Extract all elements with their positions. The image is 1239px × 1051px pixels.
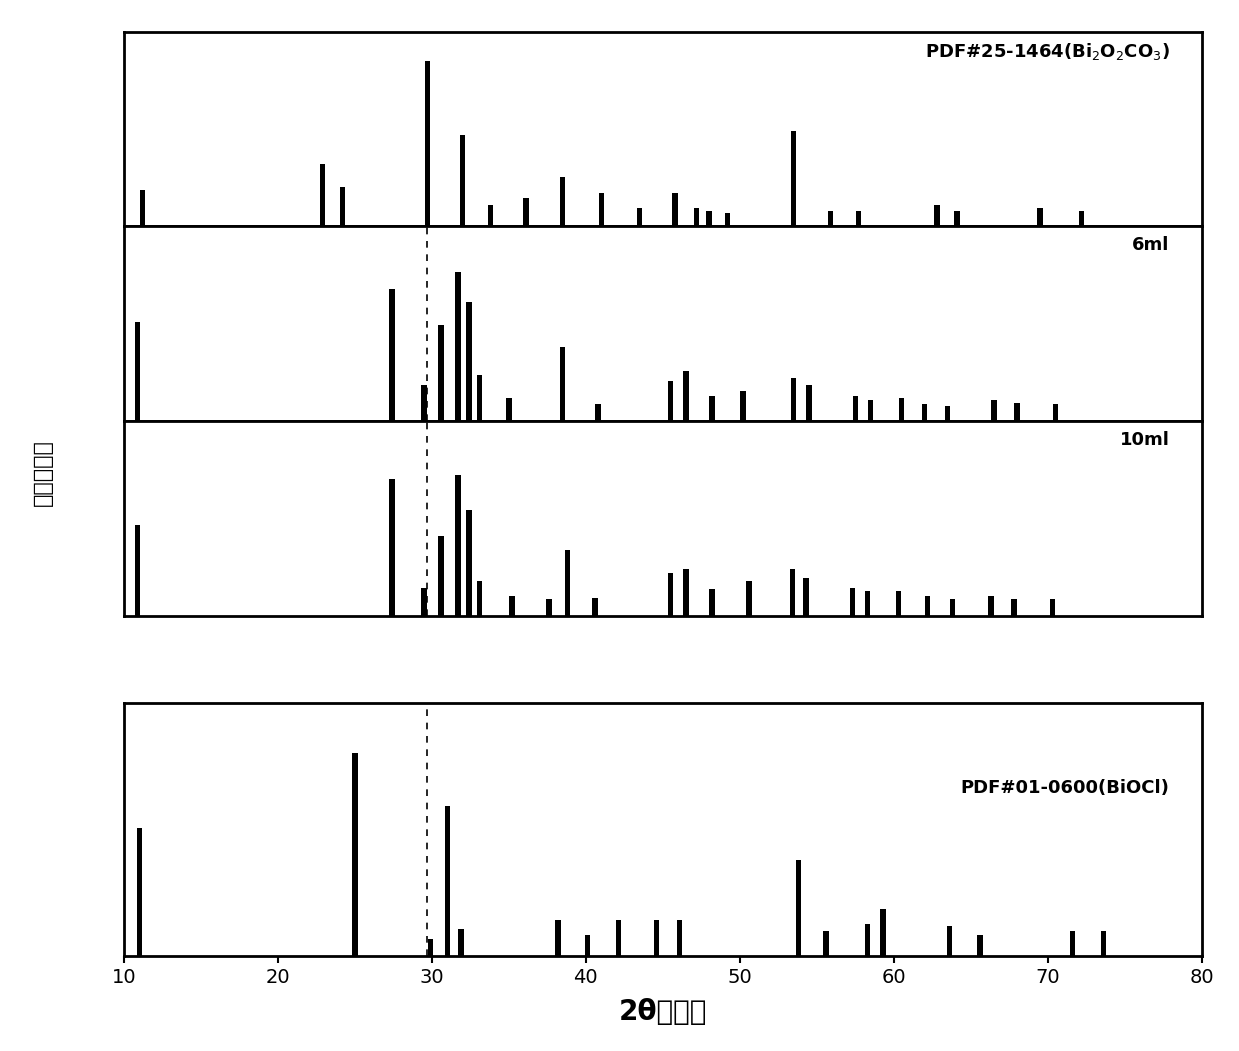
Bar: [1053, 405, 1058, 421]
Bar: [509, 596, 514, 616]
Bar: [389, 478, 394, 616]
Bar: [807, 385, 812, 421]
Bar: [352, 753, 358, 956]
Text: PDF#01-0600(BiOCl): PDF#01-0600(BiOCl): [960, 779, 1170, 798]
Bar: [694, 208, 700, 226]
Bar: [746, 581, 752, 616]
Bar: [668, 573, 673, 616]
Bar: [740, 391, 746, 421]
Bar: [852, 396, 859, 421]
Bar: [466, 510, 472, 616]
Bar: [460, 136, 466, 226]
Bar: [828, 211, 834, 226]
Bar: [881, 909, 886, 956]
Bar: [710, 396, 715, 421]
Bar: [1049, 599, 1056, 616]
Bar: [676, 920, 683, 956]
Bar: [560, 347, 565, 421]
Bar: [1011, 599, 1017, 616]
Bar: [477, 375, 482, 421]
Bar: [922, 405, 927, 421]
Bar: [477, 581, 482, 616]
Bar: [945, 406, 950, 421]
Bar: [565, 550, 570, 616]
Text: 10ml: 10ml: [1120, 431, 1170, 449]
Bar: [790, 378, 797, 421]
Bar: [523, 199, 529, 226]
Bar: [949, 599, 955, 616]
Bar: [1079, 211, 1084, 226]
Bar: [926, 596, 930, 616]
X-axis label: 2θ（度）: 2θ（度）: [618, 998, 707, 1027]
Bar: [546, 599, 551, 616]
Bar: [673, 193, 678, 226]
Bar: [789, 570, 795, 616]
Bar: [616, 920, 621, 956]
Bar: [592, 598, 597, 616]
Bar: [560, 177, 565, 226]
Bar: [140, 190, 145, 226]
Bar: [1100, 931, 1106, 956]
Bar: [456, 272, 461, 421]
Bar: [824, 931, 829, 956]
Bar: [135, 322, 140, 421]
Bar: [898, 398, 904, 421]
Text: PDF#25-1464(Bi$_2$O$_2$CO$_3$): PDF#25-1464(Bi$_2$O$_2$CO$_3$): [924, 41, 1170, 62]
Bar: [725, 213, 730, 226]
Bar: [596, 405, 601, 421]
Bar: [427, 940, 434, 956]
Bar: [488, 205, 493, 226]
Bar: [1015, 403, 1020, 421]
Bar: [339, 187, 346, 226]
Bar: [896, 591, 901, 616]
Bar: [1037, 208, 1043, 226]
Bar: [389, 289, 394, 421]
Bar: [710, 590, 715, 616]
Bar: [585, 935, 590, 956]
Bar: [856, 211, 861, 226]
Bar: [934, 205, 939, 226]
Bar: [869, 399, 873, 421]
Bar: [445, 806, 450, 956]
Bar: [1069, 931, 1075, 956]
Bar: [947, 926, 952, 956]
Bar: [865, 591, 870, 616]
Bar: [439, 536, 444, 616]
Bar: [598, 193, 603, 226]
Bar: [989, 596, 994, 616]
Bar: [668, 382, 673, 421]
Bar: [425, 61, 430, 226]
Bar: [421, 385, 427, 421]
Bar: [135, 524, 140, 616]
Bar: [439, 325, 444, 421]
Bar: [456, 475, 461, 616]
Bar: [991, 399, 996, 421]
Bar: [637, 208, 643, 226]
Bar: [865, 924, 870, 956]
Bar: [555, 920, 561, 956]
Bar: [466, 302, 472, 421]
Bar: [803, 578, 809, 616]
Bar: [136, 828, 142, 956]
Bar: [320, 164, 326, 226]
Bar: [458, 928, 463, 956]
Text: 衍射峰强度: 衍射峰强度: [33, 439, 53, 507]
Bar: [683, 371, 689, 421]
Bar: [421, 588, 427, 616]
Text: 6ml: 6ml: [1132, 236, 1170, 254]
Bar: [654, 920, 659, 956]
Bar: [795, 860, 802, 956]
Bar: [706, 211, 711, 226]
Bar: [954, 211, 960, 226]
Bar: [850, 588, 855, 616]
Bar: [978, 935, 983, 956]
Bar: [507, 398, 512, 421]
Bar: [790, 130, 797, 226]
Bar: [683, 570, 689, 616]
